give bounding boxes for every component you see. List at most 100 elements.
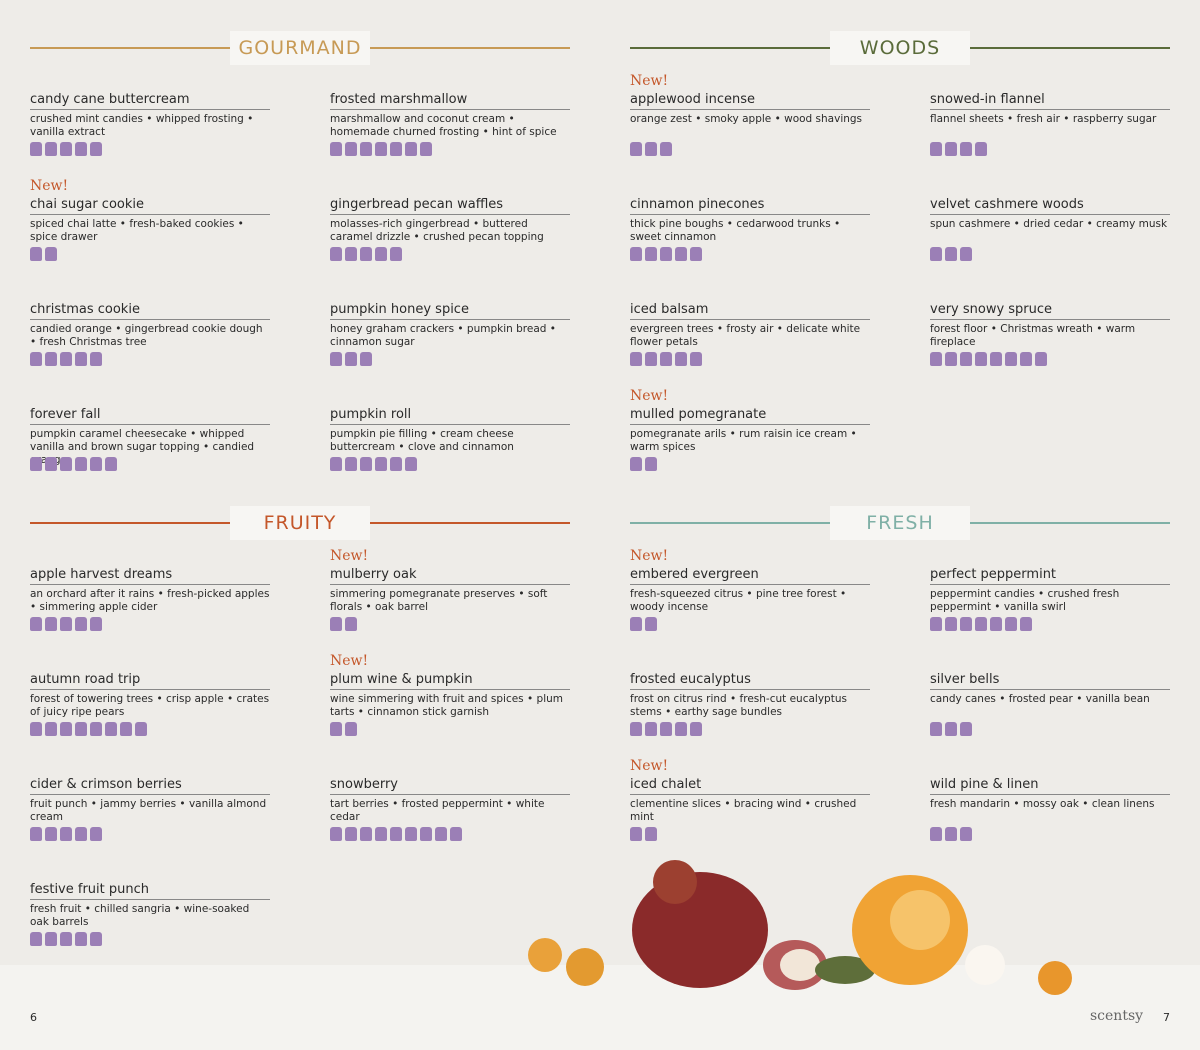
product-icon [30,142,42,156]
product-icon [630,617,642,631]
fragrance-name: perfect peppermint [930,567,1170,585]
fragrance-notes: frost on citrus rind • fresh-cut eucalyp… [630,693,847,718]
product-icon [645,457,657,471]
new-label: New! [630,388,669,404]
product-icon [75,142,87,156]
product-icon [60,827,72,841]
product-icon [330,722,342,736]
product-icon [90,142,102,156]
fragrance-name: cider & crimson berries [30,777,270,795]
fragrance-notes: pumpkin pie filling • cream cheese butte… [330,428,514,453]
fragrance-name: wild pine & linen [930,777,1170,795]
product-icon [360,247,372,261]
product-icon [975,617,987,631]
fragrance-notes: forest floor • Christmas wreath • warm f… [930,323,1136,348]
product-icon [30,932,42,946]
product-icon [660,352,672,366]
product-icon [60,617,72,631]
product-icon [45,247,57,261]
product-icon [90,617,102,631]
product-icon [1005,352,1017,366]
product-icon [945,142,957,156]
product-icon [120,722,132,736]
product-icon [345,247,357,261]
new-label: New! [30,178,69,194]
product-icon [960,722,972,736]
product-icon [345,722,357,736]
product-icon [45,722,57,736]
product-icon [105,722,117,736]
fragrance-name: iced balsam [630,302,870,320]
product-icon [630,247,642,261]
product-icon [1035,352,1047,366]
product-icon [930,827,942,841]
product-icon [60,352,72,366]
product-icon [105,457,117,471]
product-icon [420,142,432,156]
product-icon [45,932,57,946]
new-label: New! [330,548,369,564]
fragrance-name: autumn road trip [30,672,270,690]
product-icon [90,932,102,946]
product-icon [660,722,672,736]
fragrance-notes: clementine slices • bracing wind • crush… [630,798,857,823]
product-icon [45,617,57,631]
product-icon [360,142,372,156]
product-icon [645,827,657,841]
fragrance-name: forever fall [30,407,270,425]
product-icon [930,352,942,366]
product-icon [405,142,417,156]
product-icon [30,457,42,471]
product-icon [930,722,942,736]
product-icon [375,457,387,471]
fragrance-notes: fresh-squeezed citrus • pine tree forest… [630,588,847,613]
product-icon [90,827,102,841]
product-icon [330,352,342,366]
product-icon [390,247,402,261]
product-icon [660,142,672,156]
fragrance-name: plum wine & pumpkin [330,672,570,690]
product-icon [330,247,342,261]
product-icon [630,142,642,156]
fragrance-name: christmas cookie [30,302,270,320]
product-icon [960,827,972,841]
product-icon [75,457,87,471]
product-icon [420,827,432,841]
product-icon [45,352,57,366]
fragrance-notes: peppermint candies • crushed fresh peppe… [930,588,1120,613]
product-icon [645,247,657,261]
product-icon [945,617,957,631]
product-icon [405,827,417,841]
product-icon [30,617,42,631]
product-icon [375,142,387,156]
product-icon [345,142,357,156]
product-icon [435,827,447,841]
fragrance-notes: fresh fruit • chilled sangria • wine-soa… [30,903,250,928]
product-icon [930,142,942,156]
product-icon [345,827,357,841]
product-icon [345,457,357,471]
product-icon [990,352,1002,366]
fragrance-notes: fresh mandarin • mossy oak • clean linen… [930,798,1155,810]
product-icon [1020,617,1032,631]
product-icon [675,247,687,261]
section-title: FRESH [830,506,970,540]
product-icon [135,722,147,736]
fragrance-name: velvet cashmere woods [930,197,1170,215]
product-icon [390,142,402,156]
fragrance-name: pumpkin roll [330,407,570,425]
fragrance-name: very snowy spruce [930,302,1170,320]
product-icon [75,352,87,366]
product-icon [630,457,642,471]
product-icon [690,247,702,261]
product-icon [975,142,987,156]
fragrance-notes: molasses-rich gingerbread • buttered car… [330,218,544,243]
product-icon [45,142,57,156]
product-icon [75,722,87,736]
product-icon [375,247,387,261]
fragrance-name: mulled pomegranate [630,407,870,425]
product-icon [30,722,42,736]
product-icon [345,352,357,366]
product-icon [360,457,372,471]
fragrance-notes: simmering pomegranate preserves • soft f… [330,588,548,613]
